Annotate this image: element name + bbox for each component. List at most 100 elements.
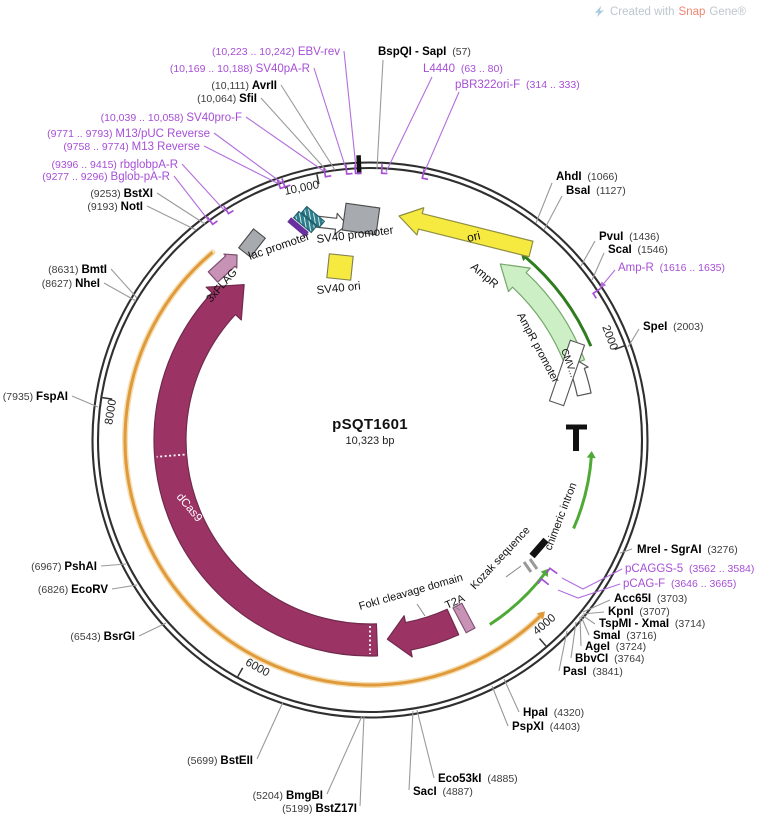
- leader-m13-puc-reverse: [213, 132, 283, 184]
- snapgene-watermark: Created with Snap Gene®: [593, 5, 746, 18]
- leader-smai: [580, 615, 590, 636]
- enzyme-label-eco53ki: Eco53kI (4885): [438, 773, 518, 785]
- primer-binding-mark-2: [354, 164, 362, 175]
- feature-3xflag-arrow: [207, 253, 238, 283]
- leader-pcag-f: [557, 583, 621, 599]
- primer-label-sv40pro-f: (10,039 .. 10,058) SV40pro-F: [101, 112, 242, 124]
- watermark-brand-b: Gene®: [709, 5, 746, 18]
- leader-sv40pa-r: [313, 67, 347, 170]
- enzyme-label-hpai: HpaI (4320): [523, 707, 584, 719]
- tick-label-10-000: 10,000: [283, 179, 320, 198]
- primer-binding-mark-0: [323, 167, 332, 178]
- leader-bmgbi: [326, 715, 363, 795]
- primer-binding-mark-10: [545, 567, 558, 575]
- leader-nhei: [103, 282, 137, 302]
- leader-pcaggs-5: [561, 568, 623, 590]
- leader-saci: [408, 710, 414, 791]
- tick-4000: [538, 637, 547, 647]
- enzyme-label-ecorv: (6826) EcoRV: [38, 584, 108, 596]
- leader-bsai: [543, 195, 563, 231]
- leader-bsrgi: [138, 622, 167, 637]
- enzyme-label-smai: SmaI (3716): [593, 630, 657, 642]
- enzyme-label-nhei: (8627) NheI: [42, 278, 100, 290]
- feature-ori-arrow: [398, 207, 534, 258]
- primer-label-m13-puc-reverse: (9771 .. 9793) M13/pUC Reverse: [47, 128, 210, 140]
- enzyme-label-bbvci: BbvCI (3764): [575, 653, 644, 665]
- t2a-label-line: [452, 605, 461, 611]
- leader-sv40pro-f: [245, 116, 326, 173]
- primer-binding-mark-1: [345, 164, 353, 175]
- leader-eco53ki: [416, 709, 435, 779]
- feature-sv40-promoter-box: [341, 202, 381, 236]
- leader-ecorv: [111, 584, 138, 590]
- enzyme-label-bsteii: (5699) BstEII: [187, 755, 253, 767]
- primer-binding-mark-3: [380, 164, 388, 175]
- leader-pbr322ori-f: [423, 91, 460, 174]
- enzyme-label-bstz17i: (5199) BstZ17I: [282, 803, 357, 815]
- leader-avrii: [280, 84, 336, 171]
- leader-arrowhead-icon: [600, 281, 607, 288]
- feature-dcas9: [153, 283, 379, 657]
- leader-bsteii: [256, 701, 284, 760]
- leader-hpai: [503, 678, 520, 713]
- enzyme-label-ahdi: AhdI (1066): [556, 171, 618, 183]
- watermark-prefix: Created with: [609, 5, 675, 18]
- feature-cmv-box: [548, 339, 586, 407]
- tick-2000: [614, 345, 625, 351]
- kozak-mark-1: [522, 561, 533, 573]
- leader-bspqi-sapi: [376, 59, 384, 170]
- primer-label-pbr322ori-f: pBR322ori-F (314 .. 333): [455, 79, 580, 91]
- tick-8000: [102, 396, 113, 400]
- primer-binding-mark-9: [281, 178, 291, 189]
- orf-ampr: [523, 255, 593, 347]
- feature-nls-bar: [287, 217, 309, 237]
- feature-label-ampr: AmpR: [468, 261, 500, 291]
- enzyme-label-scai: ScaI (1546): [608, 244, 668, 256]
- leader-bbvci: [570, 621, 577, 659]
- tick-6000: [237, 667, 244, 677]
- leader-ahdi: [535, 182, 553, 224]
- feature-hatch-bar-1: [292, 210, 318, 234]
- leader-pshai: [100, 563, 127, 567]
- enzyme-label-pspxi: PspXI (4403): [512, 721, 580, 733]
- enzyme-label-acc65i: Acc65I (3703): [614, 593, 687, 605]
- primer-label-rbglobpa-r: (9396 .. 9415) rbglobpA-R: [52, 159, 178, 171]
- leader-ebv-rev: [343, 50, 357, 169]
- leader-acc65i: [582, 599, 611, 613]
- primer-binding-mark-4: [421, 169, 429, 181]
- enzyme-label-bmti: (8631) BmtI: [48, 264, 107, 276]
- black-bar-2: [529, 537, 549, 559]
- primer-binding-mark-7: [223, 205, 234, 215]
- enzyme-label-bstxi: (9253) BstXI: [90, 188, 153, 200]
- tick-label-4000: 4000: [531, 612, 558, 638]
- enzyme-label-tspmi-xmai: TspMI - XmaI (3714): [599, 618, 705, 630]
- feature-foki-domain: [386, 608, 460, 658]
- enzyme-label-mrei-sgrai: MreI - SgrAI (3276): [637, 544, 738, 556]
- plasmid-backbone-inner-ring: [96, 166, 644, 714]
- feature-lac-promoter-box: [237, 228, 267, 258]
- tick-label-8000: 8000: [103, 398, 119, 425]
- leader-noti: [146, 205, 197, 231]
- kozak-label-line: [505, 565, 522, 578]
- feature-ampr: [499, 263, 586, 368]
- primer-label-ebv-rev: (10,223 .. 10,242) EBV-rev: [212, 46, 340, 58]
- leader-bmti: [110, 268, 138, 299]
- enzyme-label-pasi: PasI (3841): [563, 666, 623, 678]
- enzyme-label-kpni: KpnI (3707): [608, 606, 670, 618]
- leader-agei: [579, 616, 582, 647]
- primer-label-bglob-pa-r: (9277 .. 9296) Bglob-pA-R: [42, 171, 170, 183]
- kozak-mark-2: [528, 558, 539, 570]
- leader-bstz17i: [359, 715, 365, 807]
- primer-label-amp-r: Amp-R (1616 .. 1635): [618, 262, 725, 274]
- snapgene-logo-icon: [594, 6, 604, 17]
- leader-pasi: [558, 630, 568, 672]
- enzyme-label-pvui: PvuI (1436): [599, 231, 659, 243]
- primer-binding-mark-5: [591, 287, 602, 299]
- primer-label-l4440: L4440 (63 .. 80): [423, 63, 503, 75]
- leader-m13-reverse: [203, 145, 280, 185]
- plasmid-backbone-outer-ring: [91, 161, 649, 719]
- feature-sv40-ori-box: [326, 253, 354, 281]
- leader-sfii: [260, 97, 328, 172]
